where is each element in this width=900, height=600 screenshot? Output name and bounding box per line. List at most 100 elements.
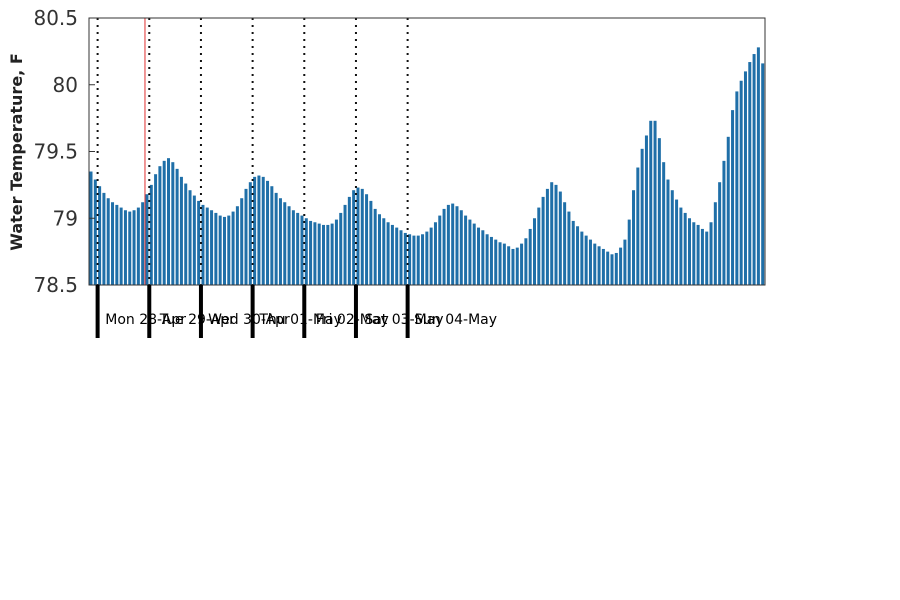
bar <box>102 192 106 285</box>
bar <box>731 110 735 286</box>
bar <box>352 190 356 285</box>
bar <box>403 232 407 285</box>
bar <box>649 120 653 285</box>
bar <box>713 202 717 285</box>
bar <box>360 188 364 285</box>
bar <box>756 47 760 286</box>
bar <box>601 248 605 285</box>
bar <box>291 210 295 285</box>
bar <box>240 198 244 285</box>
bar <box>593 243 597 285</box>
bar <box>481 230 485 285</box>
bar <box>425 231 429 285</box>
bar <box>184 183 188 285</box>
bar <box>627 219 631 285</box>
bar <box>322 224 326 285</box>
bar <box>709 222 713 285</box>
bar <box>304 218 308 285</box>
y-tick-label: 79 <box>53 206 78 230</box>
bar <box>636 167 640 285</box>
bar <box>347 196 351 285</box>
bar <box>317 223 321 285</box>
bar <box>128 211 132 285</box>
bar <box>464 215 468 285</box>
bar <box>365 194 369 285</box>
day-label: Sun 04-May <box>414 312 497 328</box>
bar <box>739 80 743 286</box>
bar <box>459 210 463 285</box>
bar <box>446 204 450 285</box>
bar <box>558 191 562 285</box>
bar <box>93 179 97 285</box>
bar <box>214 212 218 285</box>
bar <box>369 200 373 285</box>
bar <box>554 184 558 285</box>
bar <box>696 224 700 285</box>
bar <box>132 210 136 285</box>
bar <box>266 180 270 285</box>
bar <box>179 176 183 285</box>
bar <box>705 231 709 285</box>
bar <box>532 218 536 285</box>
bar <box>670 190 674 285</box>
bar <box>278 198 282 285</box>
bar <box>515 247 519 285</box>
bar <box>653 120 657 285</box>
bar <box>524 238 528 285</box>
bar <box>511 248 515 285</box>
bar <box>632 190 636 285</box>
bar <box>687 218 692 285</box>
bar <box>477 227 481 285</box>
bar <box>662 162 666 285</box>
day-label: Mon 28-Apr <box>105 312 186 328</box>
bar <box>550 182 554 285</box>
bar <box>735 91 739 285</box>
bar <box>149 184 153 285</box>
bar <box>429 227 433 285</box>
bar <box>98 186 102 285</box>
midnight-gridlines <box>96 18 409 285</box>
bar <box>253 176 257 285</box>
bar <box>644 135 648 285</box>
bar <box>614 252 618 285</box>
bar <box>154 174 158 285</box>
bar <box>502 243 506 285</box>
bar <box>412 235 416 285</box>
bar <box>520 243 524 285</box>
bar <box>438 215 442 285</box>
bar <box>433 222 437 285</box>
bar <box>270 186 274 285</box>
bar <box>576 226 580 285</box>
y-tick-label: 80.5 <box>33 6 78 30</box>
bar <box>382 218 386 285</box>
bar <box>683 212 687 285</box>
bar <box>222 216 226 285</box>
bar <box>192 195 196 285</box>
bar <box>528 228 532 285</box>
bar <box>468 219 472 285</box>
bar <box>377 214 381 285</box>
bar <box>451 203 455 285</box>
bar <box>545 188 549 285</box>
bar <box>248 182 252 285</box>
day-label: Wed 30-Apr <box>208 312 290 328</box>
bar <box>507 246 511 285</box>
bar <box>675 199 679 285</box>
bar <box>330 223 334 285</box>
bar <box>188 190 192 285</box>
bar <box>119 207 123 285</box>
y-tick-label: 78.5 <box>33 273 78 297</box>
bar <box>666 179 670 285</box>
bar <box>489 236 493 285</box>
bar <box>399 230 403 285</box>
bar <box>326 224 330 285</box>
bar <box>541 196 545 285</box>
bar <box>442 208 446 285</box>
bar <box>158 166 162 285</box>
bar <box>111 202 115 285</box>
bar <box>244 188 248 285</box>
bar <box>309 220 313 285</box>
bar <box>115 204 119 285</box>
day-label: Tue 29-Apr <box>159 312 235 328</box>
